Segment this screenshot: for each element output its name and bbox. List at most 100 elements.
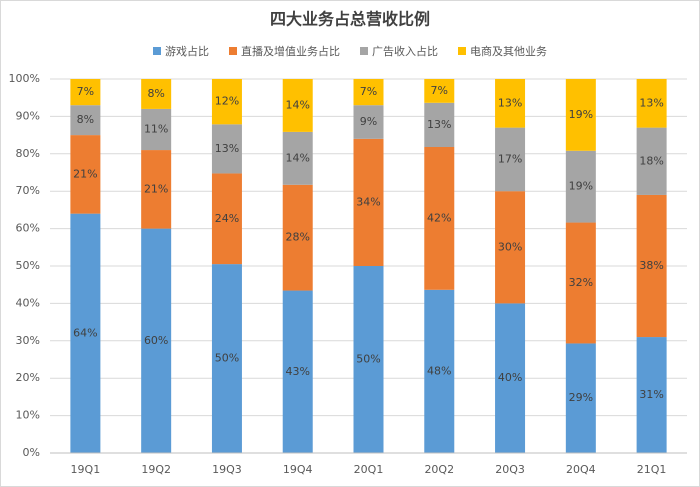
legend-label: 电商及其他业务 — [470, 44, 547, 58]
bar-segment — [353, 138, 384, 266]
bar-segment — [211, 264, 242, 453]
bar-segment — [211, 79, 242, 125]
x-tick-label: 20Q3 — [495, 463, 525, 476]
data-label: 14% — [285, 151, 309, 164]
data-label: 29% — [569, 391, 593, 404]
bar-segment — [211, 173, 242, 265]
data-label: 13% — [639, 96, 663, 109]
legend-label: 直播及增值业务占比 — [241, 44, 340, 58]
data-label: 40% — [498, 371, 522, 384]
data-label: 24% — [215, 212, 239, 225]
bar-segment — [636, 127, 667, 195]
data-label: 21% — [73, 167, 97, 180]
data-label: 19% — [569, 108, 593, 121]
y-tick-label: 40% — [16, 296, 40, 309]
legend-marker — [153, 47, 161, 55]
bar-segment — [565, 343, 596, 453]
y-tick-label: 0% — [23, 446, 40, 459]
y-tick-label: 20% — [16, 371, 40, 384]
bar-segment — [565, 79, 596, 151]
data-label: 7% — [431, 84, 448, 97]
bar-segment — [282, 290, 313, 453]
data-label: 11% — [144, 122, 168, 135]
data-label: 48% — [427, 364, 451, 377]
data-label: 30% — [498, 240, 522, 253]
data-label: 13% — [215, 142, 239, 155]
bar-segment — [495, 303, 526, 453]
y-tick-label: 90% — [16, 109, 40, 122]
data-label: 17% — [498, 152, 522, 165]
chart-title: 四大业务占总营收比例 — [270, 10, 430, 29]
data-label: 38% — [639, 259, 663, 272]
data-label: 7% — [360, 85, 377, 98]
data-label: 8% — [147, 87, 164, 100]
y-tick-label: 10% — [16, 409, 40, 422]
bar-segment — [565, 222, 596, 344]
bar-segment — [70, 79, 101, 106]
data-label: 9% — [360, 115, 377, 128]
x-tick-label: 19Q4 — [283, 463, 313, 476]
bar-segment — [282, 79, 313, 132]
bar-segment — [211, 124, 242, 174]
x-tick-label: 19Q1 — [71, 463, 101, 476]
data-label: 32% — [569, 276, 593, 289]
bar-segment — [495, 191, 526, 304]
data-label: 42% — [427, 211, 451, 224]
legend-marker — [360, 47, 368, 55]
bar-segment — [636, 194, 667, 338]
data-label: 7% — [77, 85, 94, 98]
legend-marker — [458, 47, 466, 55]
bar-segment — [141, 108, 172, 151]
data-label: 14% — [285, 98, 309, 111]
data-label: 60% — [144, 334, 168, 347]
bar-segment — [424, 79, 455, 103]
data-label: 13% — [427, 118, 451, 131]
bar-segment — [70, 213, 101, 453]
x-tick-label: 20Q4 — [566, 463, 596, 476]
y-tick-label: 100% — [9, 72, 40, 85]
data-label: 28% — [285, 231, 309, 244]
legend-marker — [229, 47, 237, 55]
x-tick-label: 19Q3 — [212, 463, 242, 476]
bar-segment — [282, 184, 313, 291]
y-tick-label: 30% — [16, 334, 40, 347]
x-tick-label: 20Q1 — [354, 463, 384, 476]
legend-label: 游戏占比 — [165, 44, 209, 58]
y-tick-label: 80% — [16, 147, 40, 160]
data-label: 64% — [73, 326, 97, 339]
bar-segment — [636, 79, 667, 128]
bar-segment — [141, 79, 172, 109]
x-tick-label: 19Q2 — [141, 463, 171, 476]
x-tick-label: 21Q1 — [637, 463, 667, 476]
bar-segment — [353, 105, 384, 139]
data-label: 43% — [285, 365, 309, 378]
bar-segment — [70, 105, 101, 136]
bar-segment — [495, 127, 526, 192]
bar-segment — [636, 337, 667, 453]
data-label: 13% — [498, 96, 522, 109]
bar-segment — [565, 150, 596, 223]
data-label: 50% — [356, 353, 380, 366]
data-label: 12% — [215, 95, 239, 108]
y-tick-label: 60% — [16, 222, 40, 235]
x-tick-label: 20Q2 — [424, 463, 454, 476]
legend-label: 广告收入占比 — [372, 44, 438, 58]
data-label: 8% — [77, 113, 94, 126]
bar-segment — [282, 131, 313, 185]
bar-segment — [424, 102, 455, 147]
data-label: 18% — [639, 154, 663, 167]
data-label: 50% — [215, 352, 239, 365]
bar-segment — [495, 79, 526, 128]
bar-segment — [353, 79, 384, 106]
y-tick-label: 50% — [16, 259, 40, 272]
bar-segment — [141, 150, 172, 229]
bar-segment — [424, 147, 455, 290]
data-label: 34% — [356, 195, 380, 208]
bar-segment — [70, 135, 101, 214]
data-label: 21% — [144, 182, 168, 195]
bar-segment — [141, 228, 172, 453]
data-label: 19% — [569, 180, 593, 193]
y-tick-label: 70% — [16, 184, 40, 197]
data-label: 31% — [639, 388, 663, 401]
